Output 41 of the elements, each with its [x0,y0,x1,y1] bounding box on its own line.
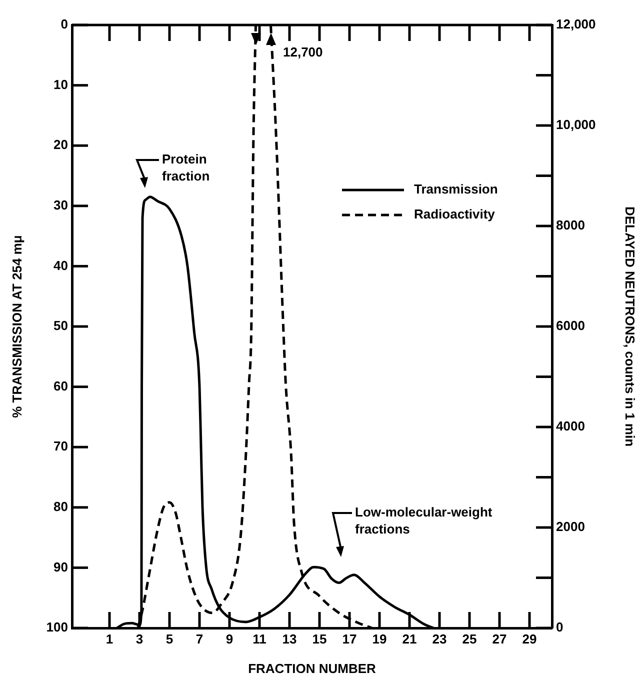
y2-axis-title: DELAYED NEUTRONS, counts in 1 min [622,206,638,447]
annotation: 12,700 [283,44,323,60]
x-tick-label: 9 [226,631,234,646]
x-tick-label: 15 [312,631,327,646]
y-tick-label: 10 [54,76,68,92]
x-axis-title: FRACTION NUMBER [248,660,377,676]
y-tick-label: 30 [54,197,68,212]
x-tick-label: 3 [136,631,144,646]
legend-label: Radioactivity [414,206,496,222]
y-tick-label: 80 [54,498,68,514]
y-tick-label: 0 [60,16,68,32]
x-tick-label: 7 [196,631,204,646]
x-tick-label: 23 [432,631,447,646]
x-tick-label: 13 [282,631,297,646]
y-tick-label: 60 [54,378,68,394]
y2-tick-label: 6000 [556,318,585,334]
x-tick-label: 19 [372,631,387,646]
y2-tick-label: 10,000 [556,117,596,132]
x-tick-label: 29 [522,631,537,646]
y2-tick-label: 12,000 [556,16,596,32]
y-tick-label: 70 [54,438,68,454]
annotation: Protein fraction [162,152,210,184]
x-tick-label: 1 [106,631,114,646]
legend-label: Transmission [414,182,498,197]
y2-tick-label: 0 [556,620,564,635]
y2-tick-label: 8000 [556,218,585,233]
y-tick-label: 40 [54,258,68,273]
x-tick-label: 17 [342,631,357,646]
y-tick-label: 90 [54,559,68,574]
y2-tick-label: 2000 [556,519,585,534]
annotation: Low-molecular-weight fractions [355,504,493,537]
y-tick-label: 20 [54,137,68,152]
x-tick-label: 11 [252,631,266,646]
x-tick-label: 5 [166,631,174,646]
x-tick-label: 25 [462,631,477,646]
y-tick-label: 50 [54,318,68,334]
y-tick-label: 100 [46,620,68,635]
y2-tick-label: 4000 [556,418,585,434]
x-tick-label: 21 [402,631,417,646]
y-axis-title: % TRANSMISSION AT 254 mμ [9,235,24,418]
x-tick-label: 27 [492,631,507,646]
